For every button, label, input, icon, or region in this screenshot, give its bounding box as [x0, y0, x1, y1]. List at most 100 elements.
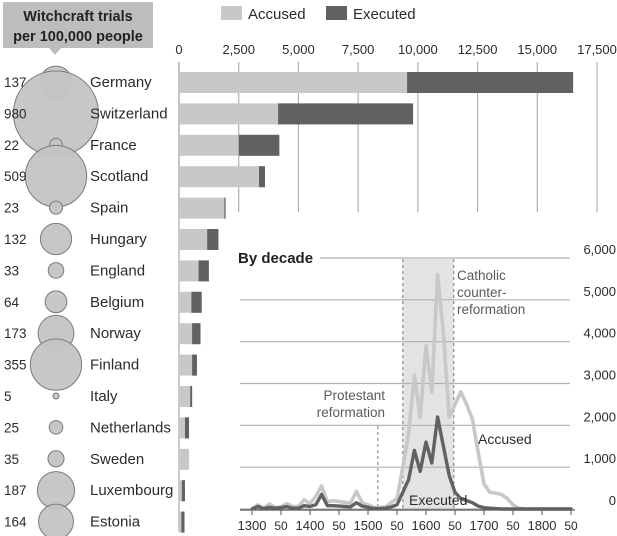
bar-tick-label: 17,500 — [577, 42, 617, 57]
legend-swatch-executed — [326, 6, 347, 20]
rate-bubble-hungary — [39, 222, 73, 256]
rate-label-netherlands: 25 — [4, 420, 19, 435]
decade-series — [250, 272, 573, 511]
bar-executed-finland — [192, 354, 197, 376]
decade-x-tick-label: 50 — [564, 519, 578, 533]
country-label-netherlands: Netherlands — [90, 419, 171, 436]
rate-label-hungary: 132 — [4, 232, 27, 247]
bar-executed-norway — [192, 323, 201, 345]
decade-x-tick-label: 1300 — [238, 518, 267, 533]
decade-y-tick-label: 2,000 — [583, 409, 616, 424]
bar-executed-switzerland — [278, 103, 414, 125]
decade-x-tick-label: 1700 — [470, 518, 499, 533]
annotation-protestant-1: Protestant — [323, 388, 385, 403]
country-label-luxembourg: Luxembourg — [90, 482, 173, 499]
title-box — [3, 2, 153, 48]
rate-label-belgium: 64 — [4, 295, 20, 310]
decade-x-tick-label: 1600 — [412, 518, 441, 533]
series-label-executed: Executed — [409, 492, 467, 508]
legend-label-accused: Accused — [248, 6, 306, 23]
rate-bubble-belgium — [44, 290, 68, 314]
series-line-executed — [250, 415, 573, 511]
bar-tick-label: 7,500 — [342, 42, 375, 57]
country-label-finland: Finland — [90, 357, 139, 374]
annotation-catholic-1: Catholic — [457, 268, 506, 283]
bar-axis-ticks: 0 2,500 5,000 7,500 10,000 12,500 15,000 17,500 — [175, 42, 617, 57]
rate-bubble-estonia — [38, 503, 74, 536]
decade-y-tick-label: 0 — [609, 493, 616, 508]
rate-label-switzerland: 980 — [4, 106, 27, 121]
bar-executed-italy — [190, 386, 193, 407]
bar-accused-netherlands — [179, 417, 190, 439]
country-label-germany: Germany — [90, 74, 152, 91]
country-rows: 137 Germany 980 Switzerland 22 France 509 Scotl… — [4, 65, 173, 536]
bar-executed-germany — [407, 72, 574, 93]
decade-y-tick-label: 4,000 — [583, 326, 616, 341]
bar-tick-label: 15,000 — [517, 42, 557, 57]
title-pointer — [49, 48, 61, 55]
series-label-accused: Accused — [478, 431, 532, 447]
rate-bubble-finland — [29, 338, 83, 391]
bar-accused-scotland — [179, 166, 265, 188]
bar-executed-belgium — [191, 291, 202, 313]
legend-swatch-accused — [221, 6, 242, 20]
decade-y-tick-label: 6,000 — [583, 242, 616, 257]
decade-x-tick-label: 50 — [506, 519, 520, 533]
chart-header: Witchcraft trials per 100,000 people Accus… — [3, 2, 416, 55]
country-label-italy: Italy — [90, 388, 118, 405]
decade-x-tick-label: 50 — [390, 519, 404, 533]
legend-label-executed: Executed — [353, 6, 416, 23]
rate-bubble-luxembourg — [36, 471, 76, 510]
decade-x-tick-label: 1400 — [296, 518, 325, 533]
rate-bubble-scotland — [24, 145, 88, 208]
country-label-estonia: Estonia — [90, 514, 141, 531]
annotation-protestant-2: reformation — [317, 405, 385, 420]
rate-bubble-spain — [48, 200, 64, 215]
country-label-scotland: Scotland — [90, 168, 148, 185]
decade-x-tick-label: 50 — [448, 519, 462, 533]
rate-bubble-sweden — [47, 450, 65, 468]
country-label-hungary: Hungary — [90, 231, 147, 248]
bar-accused-spain — [179, 197, 226, 219]
bar-tick-label: 10,000 — [398, 42, 438, 57]
annotation-catholic-2: counter- — [457, 285, 507, 300]
bar-executed-england — [198, 260, 209, 282]
rate-bubble-england — [47, 262, 65, 279]
rate-label-norway: 173 — [4, 326, 27, 341]
bar-tick-label: 12,500 — [458, 42, 498, 57]
decade-y-tick-label: 1,000 — [583, 451, 616, 466]
bar-accused-sweden — [179, 448, 190, 470]
bar-executed-france — [238, 134, 280, 156]
bar-executed-scotland — [259, 166, 265, 188]
bar-series — [179, 72, 574, 533]
bar-executed-spain — [224, 197, 226, 219]
rate-label-scotland: 509 — [4, 169, 27, 184]
rate-label-estonia: 164 — [4, 515, 27, 530]
decade-y-tick-label: 5,000 — [583, 284, 616, 299]
bar-tick-label: 0 — [175, 42, 182, 57]
decade-title: By decade — [238, 250, 313, 267]
decade-x-tick-label: 50 — [332, 519, 346, 533]
country-label-norway: Norway — [90, 325, 141, 342]
country-label-france: France — [90, 137, 137, 154]
country-label-sweden: Sweden — [90, 451, 144, 468]
rate-label-spain: 23 — [4, 201, 19, 216]
annotation-catholic-3: reformation — [457, 302, 525, 317]
rate-label-luxembourg: 187 — [4, 483, 27, 498]
rate-label-italy: 5 — [4, 389, 12, 404]
bar-accused-italy — [179, 386, 193, 407]
decade-x-tick-label: 1800 — [528, 518, 557, 533]
country-label-spain: Spain — [90, 200, 128, 217]
decade-y-tick-label: 3,000 — [583, 368, 616, 383]
bar-executed-estonia — [181, 511, 185, 533]
bar-executed-luxembourg — [181, 480, 185, 502]
rate-label-france: 22 — [4, 138, 19, 153]
rate-bubble-italy — [52, 392, 60, 400]
chart-title-line-2: per 100,000 people — [13, 29, 143, 45]
chart-title-line-1: Witchcraft trials — [23, 9, 132, 25]
rate-label-sweden: 35 — [4, 452, 19, 467]
bar-executed-hungary — [207, 229, 219, 250]
country-label-england: England — [90, 262, 145, 279]
bar-tick-label: 5,000 — [282, 42, 315, 57]
